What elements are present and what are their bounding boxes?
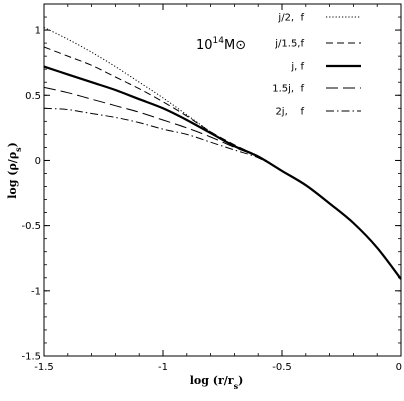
y-tick-label: 0 [35, 156, 41, 167]
plot-frame [43, 3, 402, 357]
series-layer [43, 27, 402, 280]
y-tick-label: -1.5 [21, 352, 41, 363]
axes: -1.5 -1 -0.5 0 -1.5 -1 -0.5 0 0.5 1 log (r/rs) log … [6, 3, 402, 391]
y-tick-label: 1 [35, 26, 41, 37]
mass-annotation: 1014M⊙ [196, 36, 246, 53]
y-tick-label: -0.5 [21, 221, 41, 232]
series-line-2 [43, 46, 402, 280]
mass-label: 1014M⊙ [196, 36, 246, 53]
y-axis-label: log (ρ/ρs) [6, 142, 23, 199]
x-tick-label: 0 [396, 362, 402, 373]
legend-label: 1.5j, f [272, 84, 304, 95]
x-tick-label: -1 [158, 362, 168, 373]
legend-label: j, f [290, 62, 304, 73]
legend-label: j/1.5,f [274, 39, 304, 50]
series-line-4 [43, 86, 402, 280]
y-tick-label: -1 [31, 286, 41, 297]
legend: j/2, f j/1.5,f j, f 1.5j, f 2j, f [272, 13, 361, 118]
x-tick-label: -0.5 [272, 362, 292, 373]
legend-label: 2j, f [275, 107, 304, 118]
legend-label: j/2, f [277, 13, 304, 24]
series-line-3 [43, 65, 402, 280]
y-tick-label: 0.5 [25, 91, 41, 102]
series-line-5 [43, 107, 402, 280]
series-line-1 [43, 27, 402, 280]
x-tick-label: -1.5 [34, 362, 54, 373]
x-axis-label: log (r/rs) [190, 374, 244, 391]
